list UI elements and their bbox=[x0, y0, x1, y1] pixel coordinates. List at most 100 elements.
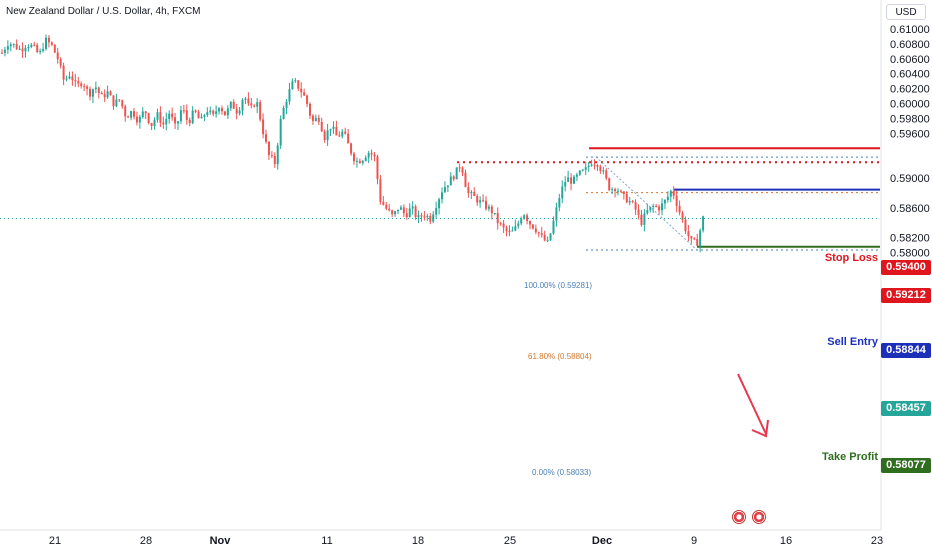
candle-body bbox=[470, 191, 473, 194]
candle-body bbox=[643, 213, 646, 225]
candle-body bbox=[59, 59, 62, 66]
candle-body bbox=[341, 131, 344, 137]
candle-body bbox=[265, 134, 267, 142]
candle-body bbox=[505, 227, 508, 231]
time-tick-label: 28 bbox=[140, 535, 152, 547]
candle-body bbox=[326, 130, 329, 140]
candle-body bbox=[56, 52, 59, 60]
candle-body bbox=[361, 160, 364, 164]
candle-body bbox=[350, 143, 353, 154]
candle-body bbox=[244, 98, 247, 100]
candle-body bbox=[699, 230, 702, 246]
candle-body bbox=[408, 208, 411, 218]
time-tick-label: 11 bbox=[321, 535, 332, 547]
candle-body bbox=[273, 155, 276, 165]
candle-body bbox=[455, 167, 458, 180]
candle-body bbox=[570, 177, 573, 184]
candle-body bbox=[115, 99, 118, 107]
candle-body bbox=[684, 219, 687, 232]
candle-body bbox=[496, 212, 499, 224]
candle-body bbox=[355, 160, 358, 162]
candle-body bbox=[552, 220, 555, 234]
candle-body bbox=[382, 201, 385, 205]
candle-body bbox=[127, 116, 130, 118]
candle-body bbox=[100, 93, 103, 95]
candle-body bbox=[209, 110, 212, 113]
candle-body bbox=[625, 193, 628, 203]
currency-button[interactable]: USD bbox=[886, 4, 926, 20]
candle-body bbox=[65, 78, 68, 80]
candle-body bbox=[399, 207, 402, 210]
candle-body bbox=[250, 103, 253, 106]
candle-body bbox=[253, 105, 256, 107]
candle-body bbox=[89, 88, 91, 97]
time-tick-label: Dec bbox=[592, 535, 612, 547]
candle-body bbox=[508, 230, 511, 232]
candle-body bbox=[112, 95, 115, 107]
candle-body bbox=[74, 80, 77, 82]
candle-body bbox=[223, 111, 226, 116]
candle-body bbox=[256, 102, 259, 107]
candle-body bbox=[385, 204, 388, 209]
candle-body bbox=[593, 164, 596, 166]
price-tick-label: 0.60000 bbox=[890, 99, 930, 111]
candle-body bbox=[622, 191, 625, 194]
candle-body bbox=[602, 170, 605, 172]
candle-body bbox=[6, 46, 9, 50]
candle-body bbox=[121, 100, 124, 107]
candle-body bbox=[696, 239, 699, 246]
sell-entry-label: Sell Entry bbox=[827, 336, 878, 348]
candle-body bbox=[655, 205, 658, 207]
candle-body bbox=[21, 48, 24, 52]
candle-body bbox=[646, 210, 649, 214]
candle-body bbox=[658, 206, 661, 211]
candle-body bbox=[18, 48, 21, 50]
candle-body bbox=[429, 215, 432, 222]
us-flag-icon[interactable] bbox=[752, 510, 766, 524]
candle-body bbox=[156, 112, 159, 120]
candle-body bbox=[526, 215, 529, 222]
chart-title: New Zealand Dollar / U.S. Dollar, 4h, FX… bbox=[6, 6, 201, 17]
candle-body bbox=[558, 198, 561, 208]
candle-body bbox=[291, 81, 294, 90]
candle-body bbox=[33, 44, 36, 46]
candle-body bbox=[97, 87, 100, 94]
candle-body bbox=[534, 228, 537, 233]
candle-body bbox=[575, 174, 578, 177]
candle-body bbox=[235, 108, 238, 114]
time-tick-label: 18 bbox=[412, 535, 424, 547]
time-tick-label: 23 bbox=[871, 535, 883, 547]
candle-body bbox=[546, 240, 549, 242]
candle-body bbox=[628, 201, 631, 203]
candle-body bbox=[578, 170, 581, 175]
candle-body bbox=[675, 195, 678, 207]
projection-arrow bbox=[737, 373, 769, 438]
candle-body bbox=[174, 117, 177, 124]
us-flag-icon[interactable] bbox=[732, 510, 746, 524]
candle-body bbox=[141, 111, 144, 117]
candle-body bbox=[514, 226, 517, 231]
candle-body bbox=[80, 83, 83, 87]
candle-body bbox=[259, 102, 262, 120]
candle-body bbox=[520, 218, 523, 224]
candle-body bbox=[12, 43, 15, 45]
candle-body bbox=[106, 91, 109, 98]
candle-body bbox=[367, 152, 370, 158]
candle-body bbox=[288, 89, 291, 102]
candle-body bbox=[86, 86, 89, 89]
candle-body bbox=[443, 187, 446, 193]
candle-body bbox=[485, 200, 487, 209]
candle-body bbox=[276, 145, 279, 165]
candles-layer bbox=[1, 34, 705, 253]
candle-body bbox=[467, 187, 470, 194]
candle-body bbox=[479, 200, 482, 203]
fib-trend-line bbox=[595, 156, 698, 251]
candle-body bbox=[311, 115, 314, 121]
candle-body bbox=[417, 215, 420, 218]
candle-body bbox=[306, 95, 309, 104]
candle-body bbox=[30, 44, 33, 47]
sell-entry-price-tag: 0.58844 bbox=[881, 343, 931, 358]
candle-body bbox=[402, 207, 405, 214]
